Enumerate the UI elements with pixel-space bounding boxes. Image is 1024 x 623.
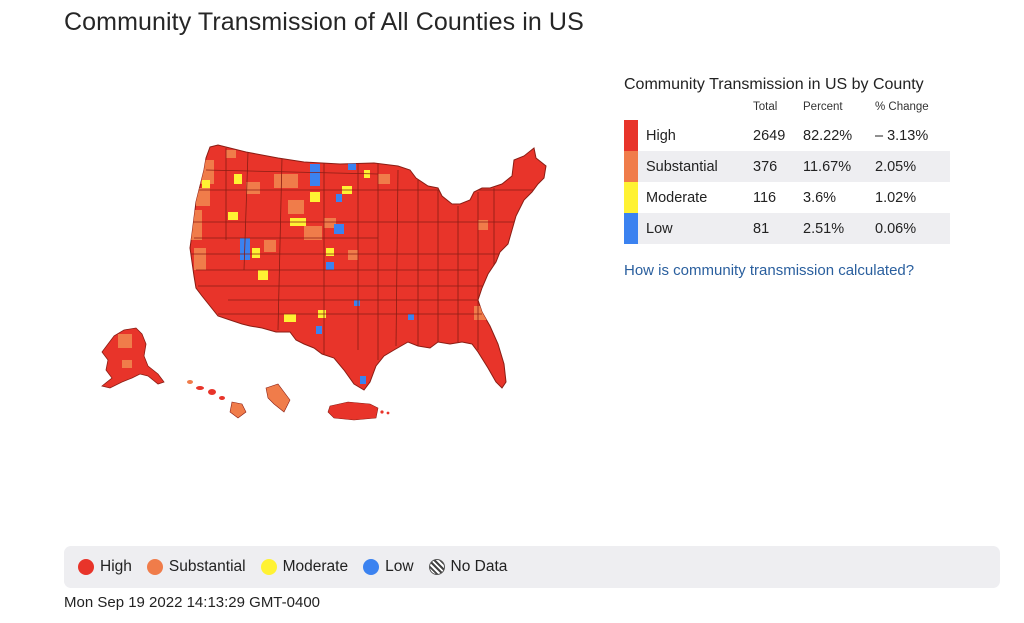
low-swatch: [624, 213, 638, 244]
row-total: 116: [753, 189, 777, 206]
table-header-row: Total Percent % Change: [624, 100, 950, 120]
row-percent: 82.22%: [803, 127, 853, 144]
row-total: 376: [753, 151, 803, 182]
header-change: % Change: [875, 101, 929, 113]
how-calculated-link[interactable]: How is community transmission calculated…: [624, 262, 915, 279]
header-level: [638, 100, 753, 120]
row-total: 81: [753, 213, 803, 244]
table-row-moderate: Moderate 116 3.6% 1.02%: [624, 182, 950, 213]
row-total: 2649: [753, 127, 786, 144]
substantial-swatch: [624, 151, 638, 182]
row-level: Low: [638, 213, 753, 244]
high-swatch: [624, 120, 638, 151]
legend-label: Low: [385, 558, 414, 575]
substantial-dot-icon: [146, 559, 163, 575]
map-contiguous-us[interactable]: [189, 144, 547, 391]
legend-label: No Data: [450, 558, 508, 575]
row-level: High: [646, 127, 676, 144]
transmission-table: Total Percent % Change High 2649 82.22% …: [624, 100, 950, 244]
swatch-cell: [624, 120, 638, 151]
swatch-cell: [624, 213, 638, 244]
legend-label: Substantial: [168, 558, 246, 575]
legend-label: Moderate: [282, 558, 349, 575]
row-change: – 3.13%: [875, 127, 929, 144]
map-alaska[interactable]: [101, 327, 165, 389]
row-percent: 2.51%: [803, 213, 875, 244]
row-percent: 11.67%: [803, 151, 875, 182]
table-row-substantial: Substantial 376 11.67% 2.05%: [624, 151, 950, 182]
row-percent: 3.6%: [803, 189, 837, 206]
moderate-dot-icon: [260, 559, 277, 575]
swatch-cell: [624, 182, 638, 213]
map-puerto-rico[interactable]: [327, 401, 390, 421]
low-dot-icon: [363, 559, 380, 575]
row-change: 2.05%: [875, 151, 950, 182]
us-county-map[interactable]: [78, 130, 558, 430]
header-total: Total: [753, 101, 778, 113]
header-percent: Percent: [803, 101, 843, 113]
row-level: Substantial: [638, 151, 753, 182]
page-title: Community Transmission of All Counties i…: [64, 8, 584, 36]
row-level: Moderate: [646, 189, 708, 206]
row-change: 1.02%: [875, 189, 917, 206]
header-swatch: [624, 100, 638, 120]
high-dot-icon: [78, 559, 94, 575]
legend-item-substantial[interactable]: Substantial: [146, 558, 246, 576]
moderate-swatch: [624, 182, 638, 213]
legend-item-no-data[interactable]: No Data: [428, 558, 508, 576]
timestamp: Mon Sep 19 2022 14:13:29 GMT-0400: [64, 594, 321, 611]
map-guam[interactable]: [265, 383, 291, 413]
map-legend: High Substantial Moderate Low No Data: [64, 546, 1000, 588]
legend-item-moderate[interactable]: Moderate: [260, 558, 349, 576]
transmission-summary: Community Transmission in US by County T…: [624, 76, 954, 244]
swatch-cell: [624, 151, 638, 182]
hatch-dot-icon: [428, 559, 445, 575]
map-hawaii[interactable]: [187, 380, 247, 419]
legend-label: High: [100, 558, 132, 575]
table-row-high: High 2649 82.22% – 3.13%: [624, 120, 950, 151]
legend-item-high[interactable]: High: [78, 558, 132, 576]
row-change: 0.06%: [875, 213, 950, 244]
table-title: Community Transmission in US by County: [624, 76, 924, 93]
table-row-low: Low 81 2.51% 0.06%: [624, 213, 950, 244]
legend-item-low[interactable]: Low: [363, 558, 414, 576]
